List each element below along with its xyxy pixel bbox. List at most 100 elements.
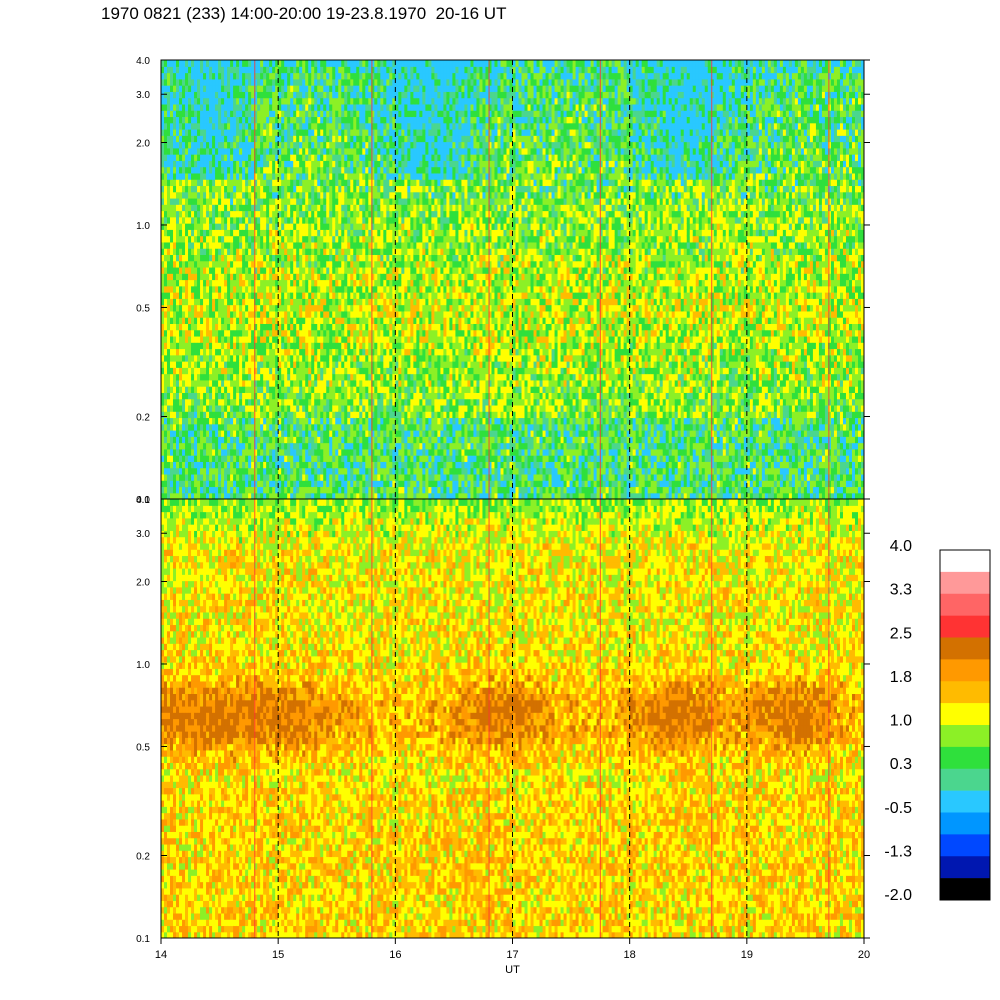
spectrogram-cell [269, 191, 273, 199]
spectrogram-cell [287, 266, 291, 274]
spectrogram-cell [335, 147, 339, 155]
spectrogram-cell [320, 467, 324, 475]
spectrogram-cell [311, 248, 315, 256]
spectrogram-cell [200, 342, 204, 350]
spectrogram-cell [185, 285, 189, 293]
spectrogram-cell [368, 467, 372, 475]
spectrogram-cell [236, 304, 240, 312]
spectrogram-cell [251, 254, 255, 262]
spectrogram-cell [233, 310, 237, 318]
spectrogram-cell [368, 116, 372, 124]
spectrogram-cell [227, 404, 231, 412]
spectrogram-cell [320, 285, 324, 293]
spectrogram-cell [335, 310, 339, 318]
spectrogram-cell [326, 486, 330, 494]
spectrogram-cell [224, 91, 228, 99]
spectrogram-cell [215, 72, 219, 80]
spectrogram-cell [233, 398, 237, 406]
spectrogram-cell [248, 317, 252, 324]
spectrogram-cell [167, 279, 171, 287]
spectrogram-cell [230, 116, 234, 124]
spectrogram-cell [218, 110, 222, 118]
spectrogram-cell [299, 411, 303, 419]
spectrogram-cell [179, 260, 183, 268]
spectrogram-cell [164, 103, 168, 111]
spectrogram-cell [185, 392, 189, 400]
spectrogram-cell [308, 480, 312, 488]
spectrogram-cell [236, 266, 240, 274]
spectrogram-cell [173, 147, 177, 155]
spectrogram-cell [344, 60, 348, 67]
spectrogram-cell [344, 91, 348, 99]
spectrogram-cell [284, 342, 288, 350]
spectrogram-cell [353, 60, 357, 67]
spectrogram-cell [371, 216, 375, 224]
spectrogram-cell [329, 216, 333, 224]
spectrogram-cell [347, 335, 351, 343]
spectrogram-cell [353, 135, 357, 143]
spectrogram-cell [272, 241, 276, 249]
spectrogram-cell [242, 122, 246, 130]
spectrogram-cell [200, 436, 204, 444]
spectrogram-cell [359, 392, 363, 400]
spectrogram-cell [359, 455, 363, 462]
spectrogram-cell [290, 154, 294, 161]
spectrogram-cell [344, 110, 348, 118]
spectrogram-cell [359, 204, 363, 212]
spectrogram-cell [305, 260, 309, 268]
spectrogram-cell [320, 229, 324, 237]
spectrogram-cell [197, 467, 201, 475]
spectrogram-cell [305, 254, 309, 262]
spectrogram-cell [371, 210, 375, 218]
spectrogram-cell [338, 78, 342, 86]
spectrogram-cell [362, 85, 366, 92]
spectrogram-cell [296, 285, 300, 293]
spectrogram-cell [167, 411, 171, 419]
spectrogram-cell [227, 254, 231, 262]
spectrogram-cell [311, 292, 315, 299]
spectrogram-cell [236, 197, 240, 205]
spectrogram-cell [230, 430, 234, 437]
spectrogram-cell [374, 379, 378, 387]
spectrogram-cell [209, 411, 213, 419]
spectrogram-cell [227, 423, 231, 431]
spectrogram-cell [302, 323, 306, 331]
spectrogram-cell [218, 486, 222, 494]
spectrogram-cell [311, 367, 315, 375]
spectrogram-cell [203, 348, 207, 356]
spectrogram-cell [272, 191, 276, 199]
spectrogram-cell [236, 248, 240, 256]
spectrogram-cell [341, 461, 345, 469]
spectrogram-cell [323, 480, 327, 488]
spectrogram-cell [188, 323, 192, 331]
spectrogram-cell [230, 392, 234, 400]
spectrogram-cell [290, 266, 294, 274]
spectrogram-cell [269, 204, 273, 212]
spectrogram-cell [221, 423, 225, 431]
spectrogram-cell [167, 354, 171, 362]
spectrogram-cell [326, 66, 330, 74]
spectrogram-cell [275, 436, 279, 444]
spectrogram-cell [164, 473, 168, 481]
spectrogram-cell [314, 335, 318, 343]
spectrogram-cell [236, 210, 240, 218]
spectrogram-cell [260, 141, 264, 149]
spectrogram-cell [215, 279, 219, 287]
spectrogram-cell [179, 204, 183, 212]
spectrogram-cell [365, 116, 369, 124]
spectrogram-cell [356, 298, 360, 306]
spectrogram-cell [224, 285, 228, 293]
spectrogram-cell [230, 122, 234, 130]
spectrogram-cell [197, 448, 201, 456]
spectrogram-cell [314, 273, 318, 281]
spectrogram-cell [224, 204, 228, 212]
spectrogram-cell [338, 160, 342, 168]
spectrogram-cell [224, 455, 228, 462]
spectrogram-cell [212, 179, 216, 187]
spectrogram-cell [278, 128, 282, 136]
spectrogram-cell [188, 404, 192, 412]
spectrogram-cell [194, 229, 198, 237]
spectrogram-cell [344, 216, 348, 224]
spectrogram-cell [191, 122, 195, 130]
spectrogram-cell [302, 473, 306, 481]
